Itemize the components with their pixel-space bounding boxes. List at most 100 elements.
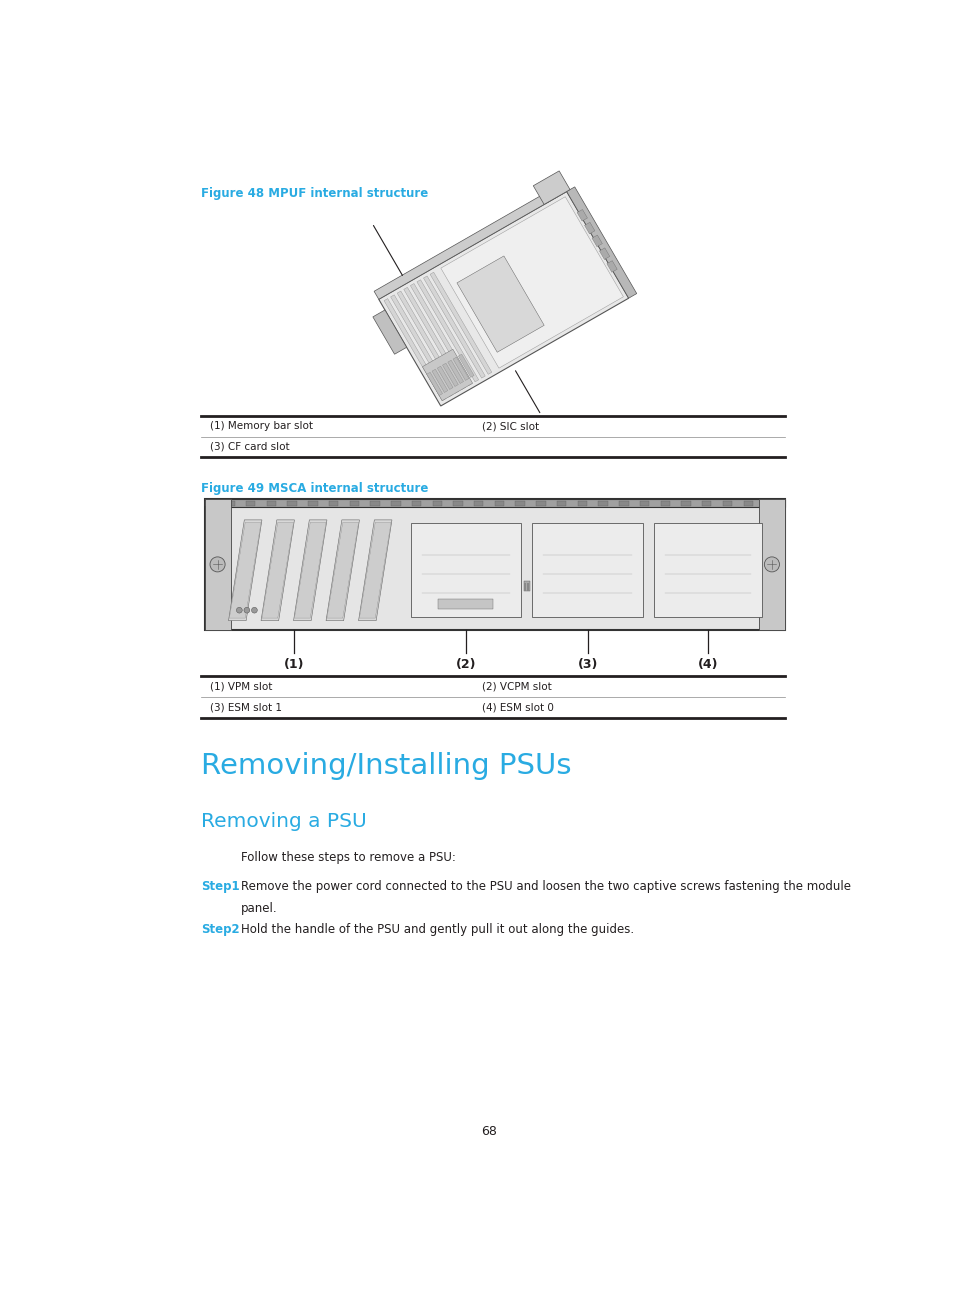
Bar: [391, 500, 400, 505]
Bar: [763, 500, 773, 505]
Bar: [204, 499, 231, 630]
Bar: [437, 599, 493, 609]
Bar: [659, 500, 669, 505]
Polygon shape: [294, 522, 326, 618]
Bar: [557, 500, 566, 505]
Text: panel.: panel.: [241, 902, 277, 915]
Polygon shape: [440, 197, 622, 368]
Text: 68: 68: [480, 1125, 497, 1138]
Polygon shape: [533, 171, 570, 205]
Polygon shape: [327, 522, 358, 618]
Circle shape: [244, 608, 250, 613]
Polygon shape: [229, 522, 261, 618]
Polygon shape: [426, 372, 442, 395]
Polygon shape: [430, 272, 492, 375]
Polygon shape: [422, 349, 472, 400]
Bar: [432, 500, 441, 505]
Polygon shape: [432, 369, 447, 393]
Polygon shape: [606, 260, 617, 272]
Bar: [680, 500, 690, 505]
Text: (4) ESM slot 0: (4) ESM slot 0: [481, 702, 553, 713]
Polygon shape: [456, 255, 543, 353]
Bar: [225, 500, 234, 505]
Bar: [474, 500, 483, 505]
Polygon shape: [442, 363, 457, 386]
Bar: [578, 500, 586, 505]
Polygon shape: [374, 184, 566, 299]
Bar: [453, 500, 462, 505]
Polygon shape: [373, 310, 406, 354]
Text: (4): (4): [697, 658, 718, 671]
Polygon shape: [566, 187, 636, 298]
Bar: [598, 500, 607, 505]
Polygon shape: [436, 367, 453, 390]
Text: (1) Memory bar slot: (1) Memory bar slot: [210, 421, 313, 432]
Bar: [515, 500, 524, 505]
Bar: [410, 522, 520, 617]
Circle shape: [236, 608, 242, 613]
Text: Removing/Installing PSUs: Removing/Installing PSUs: [200, 752, 571, 780]
Text: (3) ESM slot 1: (3) ESM slot 1: [210, 702, 282, 713]
Bar: [523, 582, 529, 591]
Text: Step2: Step2: [200, 923, 239, 936]
Text: Follow these steps to remove a PSU:: Follow these steps to remove a PSU:: [241, 851, 456, 864]
Polygon shape: [457, 354, 474, 377]
Polygon shape: [410, 284, 472, 386]
Polygon shape: [447, 360, 463, 384]
Bar: [758, 499, 784, 630]
Polygon shape: [326, 520, 359, 621]
Polygon shape: [384, 298, 445, 400]
Text: (2): (2): [455, 658, 476, 671]
Polygon shape: [390, 295, 452, 397]
Polygon shape: [378, 192, 628, 406]
Bar: [639, 500, 649, 505]
Bar: [204, 500, 213, 505]
Polygon shape: [229, 520, 262, 621]
Polygon shape: [294, 520, 327, 621]
Text: Hold the handle of the PSU and gently pull it out along the guides.: Hold the handle of the PSU and gently pu…: [241, 923, 634, 936]
Polygon shape: [592, 235, 601, 246]
Polygon shape: [577, 210, 587, 222]
Circle shape: [252, 608, 257, 613]
Bar: [654, 522, 760, 617]
Polygon shape: [358, 520, 392, 621]
Polygon shape: [423, 276, 485, 378]
Bar: [742, 500, 752, 505]
Circle shape: [210, 557, 225, 572]
Text: Figure 48 MPUF internal structure: Figure 48 MPUF internal structure: [200, 187, 428, 200]
Bar: [349, 500, 358, 505]
Bar: [495, 500, 503, 505]
Polygon shape: [261, 520, 294, 621]
Bar: [204, 499, 784, 507]
Text: (3): (3): [577, 658, 598, 671]
Text: Removing a PSU: Removing a PSU: [200, 813, 366, 831]
Bar: [370, 500, 379, 505]
Bar: [532, 522, 642, 617]
Text: Step1: Step1: [200, 880, 239, 893]
Polygon shape: [403, 288, 465, 389]
Text: (1) VPM slot: (1) VPM slot: [210, 682, 272, 692]
Text: (3) CF card slot: (3) CF card slot: [210, 442, 290, 452]
Polygon shape: [584, 222, 595, 233]
Text: Remove the power cord connected to the PSU and loosen the two captive screws fas: Remove the power cord connected to the P…: [241, 880, 850, 893]
Bar: [329, 500, 338, 505]
Bar: [287, 500, 296, 505]
Bar: [701, 500, 711, 505]
Bar: [412, 500, 421, 505]
Text: (1): (1): [284, 658, 304, 671]
Polygon shape: [598, 248, 609, 259]
Bar: [246, 500, 255, 505]
Bar: [267, 500, 275, 505]
Circle shape: [763, 557, 779, 572]
Polygon shape: [416, 280, 478, 382]
Bar: [722, 500, 732, 505]
Bar: [308, 500, 317, 505]
Polygon shape: [262, 522, 294, 618]
Polygon shape: [396, 292, 458, 393]
Text: Figure 49 MSCA internal structure: Figure 49 MSCA internal structure: [200, 482, 428, 495]
Bar: [618, 500, 628, 505]
Polygon shape: [453, 358, 468, 381]
Text: (2) SIC slot: (2) SIC slot: [481, 421, 538, 432]
Bar: [204, 499, 784, 630]
Text: (2) VCPM slot: (2) VCPM slot: [481, 682, 551, 692]
